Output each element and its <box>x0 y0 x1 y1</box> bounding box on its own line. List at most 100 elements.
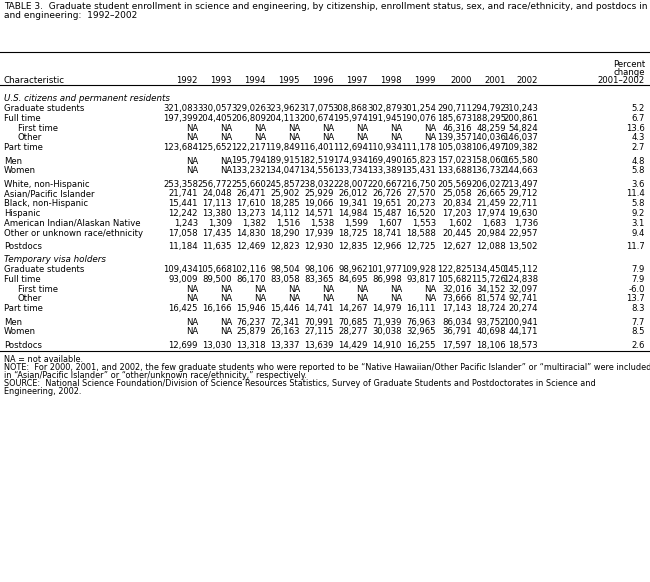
Text: Graduate students: Graduate students <box>4 265 84 274</box>
Text: NA: NA <box>424 285 436 293</box>
Text: 17,610: 17,610 <box>237 199 266 208</box>
Text: NA: NA <box>254 294 266 303</box>
Text: 115,726: 115,726 <box>471 275 506 284</box>
Text: 1,683: 1,683 <box>482 219 506 228</box>
Text: 92,741: 92,741 <box>508 294 538 303</box>
Text: 93,752: 93,752 <box>476 318 506 327</box>
Text: 83,365: 83,365 <box>304 275 334 284</box>
Text: 165,823: 165,823 <box>401 157 436 165</box>
Text: 18,285: 18,285 <box>270 199 300 208</box>
Text: 301,254: 301,254 <box>401 104 436 113</box>
Text: 25,879: 25,879 <box>237 327 266 336</box>
Text: NA: NA <box>288 133 300 143</box>
Text: 98,106: 98,106 <box>304 265 334 274</box>
Text: 135,431: 135,431 <box>401 166 436 175</box>
Text: 3.1: 3.1 <box>632 219 645 228</box>
Text: 25,929: 25,929 <box>304 189 334 198</box>
Text: First time: First time <box>18 285 58 293</box>
Text: 71,939: 71,939 <box>372 318 402 327</box>
Text: 27,115: 27,115 <box>304 327 334 336</box>
Text: 123,684: 123,684 <box>163 143 198 152</box>
Text: NA: NA <box>356 123 368 133</box>
Text: 26,163: 26,163 <box>270 327 300 336</box>
Text: 109,928: 109,928 <box>401 265 436 274</box>
Text: NA: NA <box>220 294 232 303</box>
Text: NA: NA <box>186 166 198 175</box>
Text: NA: NA <box>254 123 266 133</box>
Text: 323,962: 323,962 <box>265 104 300 113</box>
Text: 1996: 1996 <box>313 76 334 85</box>
Text: 111,178: 111,178 <box>401 143 436 152</box>
Text: 46,316: 46,316 <box>443 123 472 133</box>
Text: 12,930: 12,930 <box>304 242 334 251</box>
Text: 26,471: 26,471 <box>237 189 266 198</box>
Text: 9.2: 9.2 <box>632 209 645 218</box>
Text: Percent: Percent <box>613 60 645 69</box>
Text: Full time: Full time <box>4 114 40 123</box>
Text: 17,939: 17,939 <box>304 229 334 237</box>
Text: 98,504: 98,504 <box>270 265 300 274</box>
Text: 1998: 1998 <box>380 76 402 85</box>
Text: Other or unknown race/ethnicity: Other or unknown race/ethnicity <box>4 229 143 237</box>
Text: 1,599: 1,599 <box>344 219 368 228</box>
Text: 13,318: 13,318 <box>237 340 266 350</box>
Text: 116,401: 116,401 <box>299 143 334 152</box>
Text: 134,047: 134,047 <box>265 166 300 175</box>
Text: 330,057: 330,057 <box>197 104 232 113</box>
Text: 83,058: 83,058 <box>270 275 300 284</box>
Text: 3.6: 3.6 <box>632 180 645 189</box>
Text: 133,688: 133,688 <box>437 166 472 175</box>
Text: 11,635: 11,635 <box>203 242 232 251</box>
Text: NA: NA <box>356 285 368 293</box>
Text: 204,405: 204,405 <box>197 114 232 123</box>
Text: 70,991: 70,991 <box>304 318 334 327</box>
Text: 8.5: 8.5 <box>632 327 645 336</box>
Text: 5.8: 5.8 <box>632 166 645 175</box>
Text: 15,946: 15,946 <box>237 304 266 313</box>
Text: 1992: 1992 <box>177 76 198 85</box>
Text: 195,974: 195,974 <box>333 114 368 123</box>
Text: Part time: Part time <box>4 143 43 152</box>
Text: 18,725: 18,725 <box>339 229 368 237</box>
Text: 13,273: 13,273 <box>237 209 266 218</box>
Text: 40,698: 40,698 <box>476 327 506 336</box>
Text: 84,695: 84,695 <box>339 275 368 284</box>
Text: 32,097: 32,097 <box>508 285 538 293</box>
Text: 12,823: 12,823 <box>270 242 300 251</box>
Text: NA: NA <box>186 327 198 336</box>
Text: 12,469: 12,469 <box>237 242 266 251</box>
Text: First time: First time <box>18 123 58 133</box>
Text: 110,934: 110,934 <box>367 143 402 152</box>
Text: 12,088: 12,088 <box>476 242 506 251</box>
Text: 21,459: 21,459 <box>476 199 506 208</box>
Text: 13,337: 13,337 <box>270 340 300 350</box>
Text: 13,502: 13,502 <box>508 242 538 251</box>
Text: Other: Other <box>18 294 42 303</box>
Text: American Indian/Alaskan Native: American Indian/Alaskan Native <box>4 219 140 228</box>
Text: 19,066: 19,066 <box>304 199 334 208</box>
Text: -6.0: -6.0 <box>629 285 645 293</box>
Text: 13.6: 13.6 <box>626 123 645 133</box>
Text: TABLE 3.  Graduate student enrollment in science and engineering, by citizenship: TABLE 3. Graduate student enrollment in … <box>4 2 650 11</box>
Text: 14,979: 14,979 <box>372 304 402 313</box>
Text: 12,835: 12,835 <box>339 242 368 251</box>
Text: 157,023: 157,023 <box>437 157 472 165</box>
Text: 2001–2002: 2001–2002 <box>598 76 645 85</box>
Text: 119,849: 119,849 <box>265 143 300 152</box>
Text: 18,290: 18,290 <box>270 229 300 237</box>
Text: 89,500: 89,500 <box>202 275 232 284</box>
Text: White, non-Hispanic: White, non-Hispanic <box>4 180 90 189</box>
Text: 5.2: 5.2 <box>632 104 645 113</box>
Text: 13.7: 13.7 <box>626 294 645 303</box>
Text: NA: NA <box>186 318 198 327</box>
Text: 44,171: 44,171 <box>508 327 538 336</box>
Text: 19,630: 19,630 <box>508 209 538 218</box>
Text: 308,868: 308,868 <box>333 104 368 113</box>
Text: 220,667: 220,667 <box>367 180 402 189</box>
Text: 185,673: 185,673 <box>437 114 472 123</box>
Text: Postdocs: Postdocs <box>4 340 42 350</box>
Text: 26,012: 26,012 <box>339 189 368 198</box>
Text: NA: NA <box>424 133 436 143</box>
Text: 2.7: 2.7 <box>632 143 645 152</box>
Text: 2.6: 2.6 <box>632 340 645 350</box>
